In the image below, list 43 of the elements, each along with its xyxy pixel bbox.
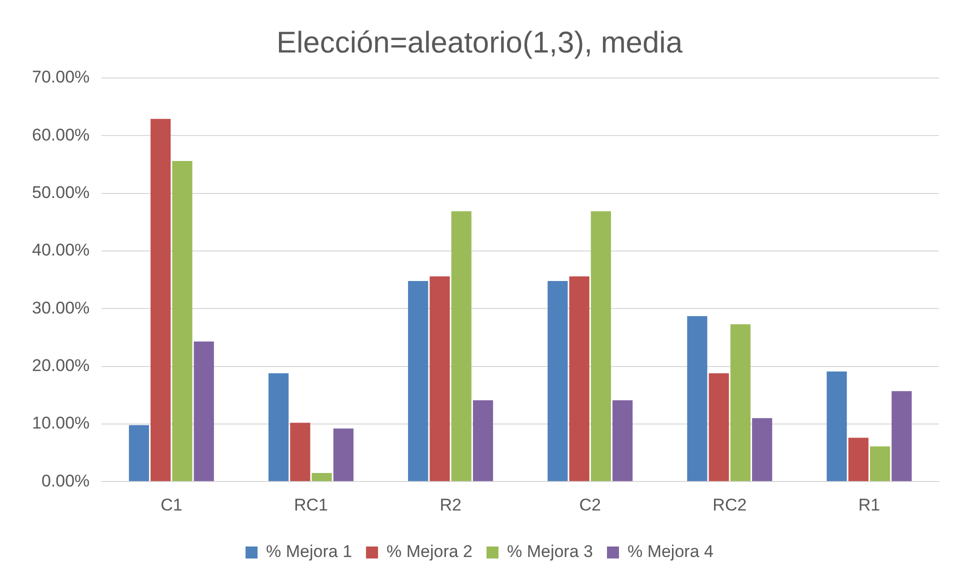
bar [590, 211, 611, 482]
bar [826, 371, 847, 482]
legend-label: % Mejora 1 [266, 542, 352, 562]
bar [569, 276, 590, 482]
x-tick-label: C1 [160, 495, 182, 514]
bar [150, 118, 171, 482]
x-tick-label: C2 [579, 495, 601, 514]
y-tick-label: 50.00% [32, 183, 90, 202]
bar [892, 391, 912, 482]
bar [268, 373, 289, 482]
bar [172, 161, 192, 482]
y-tick-label: 20.00% [32, 356, 90, 375]
bar [128, 425, 150, 482]
bar [333, 428, 354, 482]
legend-label: % Mejora 4 [627, 542, 714, 562]
legend-label: % Mejora 3 [507, 542, 593, 562]
y-tick-label: 70.00% [32, 68, 90, 87]
y-tick-label: 30.00% [32, 298, 90, 318]
bar [870, 446, 890, 482]
bar [290, 422, 310, 482]
bar [408, 280, 428, 482]
bar [194, 341, 214, 482]
x-tick-label: R2 [440, 495, 462, 514]
bar [708, 373, 729, 482]
bar [451, 211, 472, 482]
bar [472, 400, 494, 482]
bar [312, 472, 332, 482]
x-tick-label: RC2 [712, 495, 747, 514]
bar [730, 324, 751, 482]
y-tick-label: 40.00% [32, 240, 90, 260]
legend-label: % Mejora 2 [386, 542, 473, 562]
bar [687, 316, 708, 482]
x-tick-label: R1 [858, 495, 880, 514]
y-tick-label: 10.00% [32, 414, 90, 433]
bar [612, 400, 633, 482]
y-tick-label: 0.00% [41, 471, 90, 490]
bar [752, 418, 772, 482]
y-tick-label: 60.00% [32, 125, 90, 144]
chart-title: Elección=aleatorio(1,3), media [276, 26, 683, 60]
bar [548, 280, 568, 482]
bar [848, 438, 868, 482]
bar [430, 276, 450, 482]
x-tick-label: RC1 [294, 495, 328, 514]
